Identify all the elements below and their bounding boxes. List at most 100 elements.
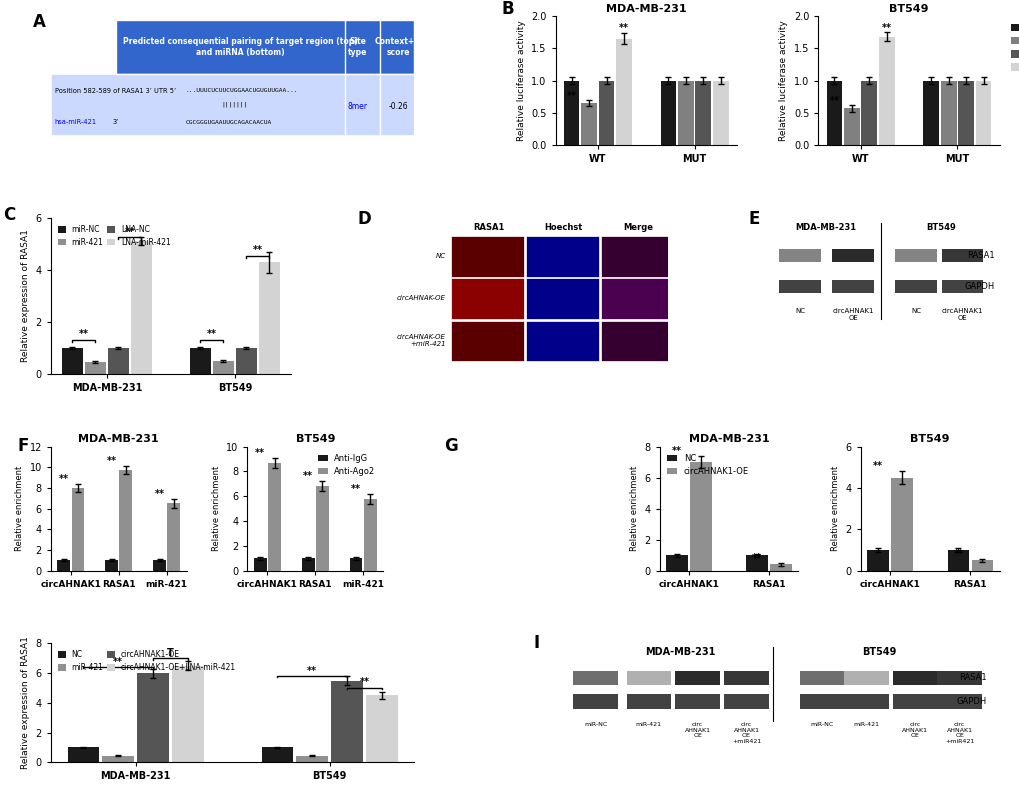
Text: circ
AHNAK1
OE
+miR421: circ AHNAK1 OE +miR421	[732, 722, 760, 744]
Bar	[695, 81, 710, 145]
Text: E: E	[748, 210, 759, 228]
Bar	[235, 348, 257, 374]
Bar	[71, 488, 85, 571]
FancyBboxPatch shape	[51, 74, 414, 135]
FancyBboxPatch shape	[832, 280, 873, 293]
Text: **: **	[953, 549, 962, 559]
Y-axis label: Relative luciferase activity: Relative luciferase activity	[516, 20, 525, 141]
Bar	[213, 361, 233, 374]
Bar	[581, 103, 596, 145]
Bar	[660, 81, 676, 145]
Bar	[564, 81, 579, 145]
Text: miR-421: miR-421	[635, 722, 661, 727]
Bar	[316, 486, 328, 571]
Text: GAPDH: GAPDH	[964, 282, 994, 291]
Legend: miR-NC, miR-421, LNA-NC, LNA-miR-421: miR-NC, miR-421, LNA-NC, LNA-miR-421	[1007, 20, 1019, 75]
Text: circ
AHNAK1
OE
+miR421: circ AHNAK1 OE +miR421	[944, 722, 973, 744]
Legend: Anti-IgG, Anti-Ago2: Anti-IgG, Anti-Ago2	[314, 451, 378, 480]
Text: BT549: BT549	[926, 222, 956, 232]
Text: circ
AHNAK1
OE: circ AHNAK1 OE	[684, 722, 710, 738]
Bar	[891, 477, 912, 571]
Text: **: **	[253, 245, 263, 255]
FancyBboxPatch shape	[451, 279, 524, 319]
Text: circAHNAK-OE
+miR-421: circAHNAK-OE +miR-421	[396, 333, 445, 347]
FancyBboxPatch shape	[451, 321, 524, 361]
FancyBboxPatch shape	[573, 671, 618, 685]
Bar	[153, 561, 166, 571]
Bar	[350, 558, 362, 571]
Text: BT549: BT549	[862, 647, 896, 657]
FancyBboxPatch shape	[675, 695, 719, 709]
Bar	[975, 81, 990, 145]
FancyBboxPatch shape	[844, 671, 888, 685]
Text: **: **	[751, 553, 761, 563]
Text: NC: NC	[794, 308, 804, 314]
Bar	[843, 109, 859, 145]
FancyBboxPatch shape	[600, 237, 673, 277]
Text: circ
AHNAK1
OE: circ AHNAK1 OE	[902, 722, 927, 738]
Text: **: **	[78, 330, 89, 340]
Bar	[957, 81, 973, 145]
FancyBboxPatch shape	[895, 249, 936, 262]
Y-axis label: Relative luciferase activity: Relative luciferase activity	[779, 20, 788, 141]
Text: D: D	[357, 210, 371, 228]
Title: BT549: BT549	[910, 434, 949, 445]
FancyBboxPatch shape	[675, 671, 719, 685]
FancyBboxPatch shape	[844, 695, 888, 709]
Text: **: **	[351, 484, 361, 494]
Bar	[678, 81, 693, 145]
Y-axis label: Relative enrichment: Relative enrichment	[212, 466, 220, 551]
FancyBboxPatch shape	[526, 237, 598, 277]
FancyBboxPatch shape	[526, 279, 598, 319]
FancyBboxPatch shape	[799, 671, 844, 685]
Text: Merge: Merge	[623, 222, 653, 232]
Bar	[261, 747, 292, 762]
Text: T: T	[167, 648, 174, 657]
Text: C: C	[3, 206, 15, 224]
Text: **: **	[828, 97, 839, 106]
Text: Hoechst: Hoechst	[544, 222, 582, 232]
Y-axis label: Relative expression of RASA1: Relative expression of RASA1	[21, 229, 31, 362]
Bar	[62, 348, 83, 374]
FancyBboxPatch shape	[941, 249, 982, 262]
Text: circAHNAK1
OE: circAHNAK1 OE	[941, 308, 982, 322]
Title: MDA-MB-231: MDA-MB-231	[688, 434, 768, 445]
Text: 8mer: 8mer	[347, 102, 368, 111]
Bar	[861, 81, 876, 145]
Text: circAHNAK-OE: circAHNAK-OE	[396, 295, 445, 301]
FancyBboxPatch shape	[600, 321, 673, 361]
Legend: NC, miR-421, circAHNAK1-OE, circAHNAK1-OE+LNA-miR-421: NC, miR-421, circAHNAK1-OE, circAHNAK1-O…	[55, 647, 239, 675]
Text: MDA-MB-231: MDA-MB-231	[794, 222, 855, 232]
Bar	[167, 503, 180, 571]
Text: **: **	[880, 23, 891, 33]
FancyBboxPatch shape	[723, 671, 768, 685]
Bar	[138, 673, 168, 762]
Text: G: G	[444, 437, 458, 455]
Bar	[130, 241, 152, 374]
Text: **: **	[154, 489, 164, 499]
Y-axis label: Relative enrichment: Relative enrichment	[630, 466, 638, 551]
Bar	[105, 561, 118, 571]
Text: **: **	[255, 448, 265, 457]
FancyBboxPatch shape	[451, 237, 524, 277]
Text: **: **	[567, 91, 576, 102]
FancyBboxPatch shape	[893, 695, 936, 709]
Bar	[922, 81, 938, 145]
Title: BT549: BT549	[889, 4, 928, 13]
Text: MDA-MB-231: MDA-MB-231	[644, 647, 714, 657]
Text: **: **	[360, 677, 369, 688]
Bar	[254, 558, 266, 571]
Bar	[331, 680, 363, 762]
Bar	[119, 470, 132, 571]
FancyBboxPatch shape	[779, 249, 820, 262]
Bar	[190, 348, 211, 374]
Text: **: **	[672, 446, 681, 456]
Bar	[665, 555, 687, 571]
Y-axis label: Relative expression of RASA1: Relative expression of RASA1	[21, 636, 31, 769]
FancyBboxPatch shape	[600, 279, 673, 319]
Text: CGCGGGUGAAUUGCAGACAACUA: CGCGGGUGAAUUGCAGACAACUA	[185, 120, 271, 125]
Text: miR-NC: miR-NC	[583, 722, 606, 727]
FancyBboxPatch shape	[893, 671, 936, 685]
Bar	[825, 81, 842, 145]
Y-axis label: Relative enrichment: Relative enrichment	[15, 466, 24, 551]
